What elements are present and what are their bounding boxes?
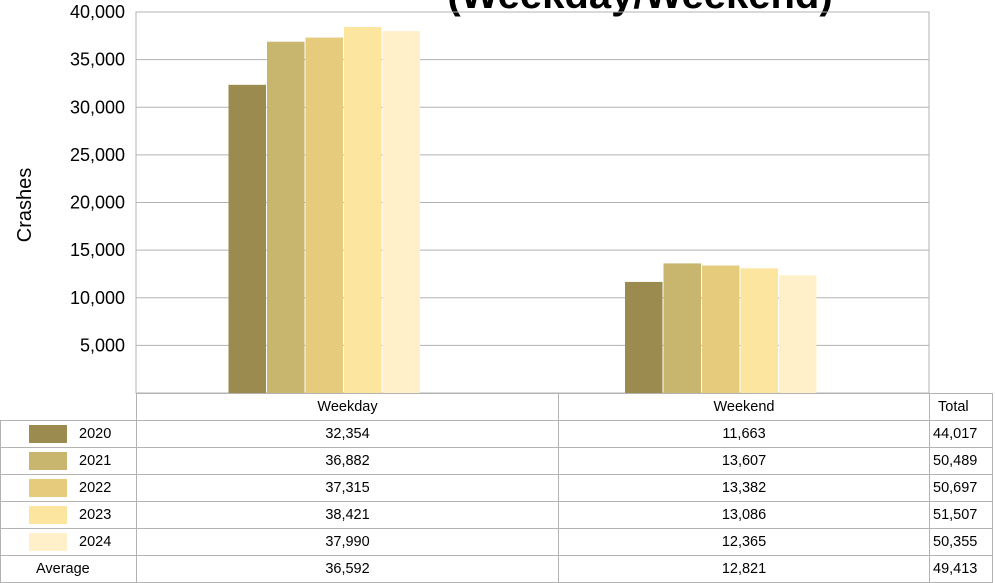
row-label: 2020 (79, 426, 112, 442)
table-cell-total: 51,507 (929, 501, 993, 529)
table-cell: 13,086 (558, 501, 930, 529)
row-label: 2023 (79, 507, 112, 523)
table-corner (0, 393, 137, 421)
row-label: 2021 (79, 453, 112, 469)
legend-swatch-2021 (29, 452, 67, 470)
table-header-row: Weekday Weekend Total (0, 393, 993, 421)
table-row: 2022 37,315 13,382 50,697 (0, 474, 993, 502)
y-tick-label: 10,000 (70, 288, 125, 308)
table-cell: 37,990 (136, 528, 559, 556)
row-header-2023: 2023 (0, 501, 137, 529)
table-row: 2020 32,354 11,663 44,017 (0, 420, 993, 448)
y-tick-label: 25,000 (70, 145, 125, 165)
legend-swatch-2023 (29, 506, 67, 524)
legend-swatch-2020 (29, 425, 67, 443)
row-header-average: Average (0, 555, 137, 583)
bar-2021-weekend (663, 263, 701, 393)
bar-2023-weekend (740, 268, 778, 393)
table-cell: 13,607 (558, 447, 930, 475)
bar-2024-weekday (382, 31, 420, 393)
chart-plot: (Weekday/Weekend) 5,000 10,000 15,000 20,00… (14, 0, 930, 394)
y-tick-label: 20,000 (70, 193, 125, 213)
legend-swatch-2024 (29, 533, 67, 551)
data-table: Weekday Weekend Total 2020 32,354 11,663… (0, 393, 993, 583)
y-tick-label: 5,000 (80, 335, 125, 355)
table-cell: 11,663 (558, 420, 930, 448)
table-cell: 32,354 (136, 420, 559, 448)
y-axis-label: Crashes (14, 168, 36, 242)
table-cell: 36,592 (136, 555, 559, 583)
table-cell-total: 49,413 (929, 555, 993, 583)
row-header-2022: 2022 (0, 474, 137, 502)
column-header-weekend: Weekend (558, 393, 930, 421)
chart-title: (Weekday/Weekend) (447, 0, 832, 17)
table-cell: 38,421 (136, 501, 559, 529)
row-header-2020: 2020 (0, 420, 137, 448)
table-cell: 36,882 (136, 447, 559, 475)
bar-2022-weekend (702, 265, 740, 393)
row-header-2021: 2021 (0, 447, 137, 475)
y-tick-label: 15,000 (70, 240, 125, 260)
y-tick-label: 30,000 (70, 97, 125, 117)
table-row: 2023 38,421 13,086 51,507 (0, 501, 993, 529)
table-cell-total: 50,355 (929, 528, 993, 556)
column-header-total: Total (929, 393, 993, 421)
bar-2021-weekday (267, 41, 305, 394)
table-cell: 12,821 (558, 555, 930, 583)
table-cell: 37,315 (136, 474, 559, 502)
table-cell: 12,365 (558, 528, 930, 556)
table-row: 2024 37,990 12,365 50,355 (0, 528, 993, 556)
average-label: Average (36, 561, 90, 577)
table-cell-total: 50,697 (929, 474, 993, 502)
column-header-weekday: Weekday (136, 393, 559, 421)
bar-2020-weekend (625, 281, 663, 393)
row-label: 2022 (79, 480, 112, 496)
bar-2020-weekday (228, 84, 266, 393)
y-tick-label: 40,000 (70, 2, 125, 22)
table-row-average: Average 36,592 12,821 49,413 (0, 555, 993, 583)
table-cell: 13,382 (558, 474, 930, 502)
bar-2022-weekday (305, 37, 343, 394)
table-row: 2021 36,882 13,607 50,489 (0, 447, 993, 475)
bar-2023-weekday (344, 27, 382, 393)
table-cell-total: 44,017 (929, 420, 993, 448)
bar-2024-weekend (779, 275, 817, 393)
row-label: 2024 (79, 534, 112, 550)
legend-swatch-2022 (29, 479, 67, 497)
row-header-2024: 2024 (0, 528, 137, 556)
y-tick-label: 35,000 (70, 50, 125, 70)
table-cell-total: 50,489 (929, 447, 993, 475)
